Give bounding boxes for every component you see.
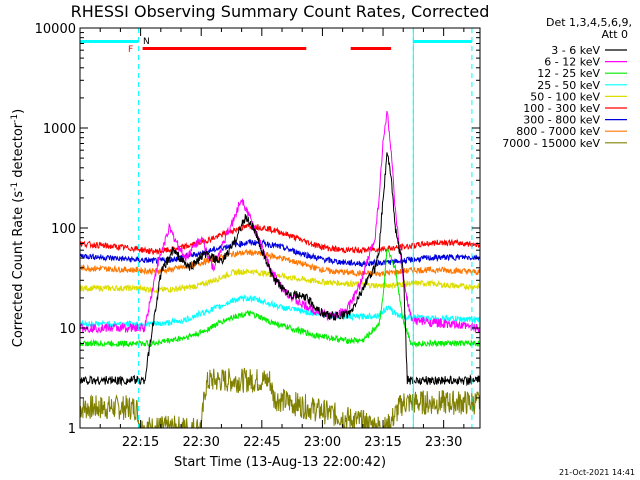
legend-label: 50 - 100 keV — [530, 90, 600, 103]
legend-label: 6 - 12 keV — [544, 56, 600, 69]
x-tick-label: 23:30 — [425, 435, 462, 450]
date-stamp: 21-Oct-2021 14:41 — [559, 468, 635, 477]
annotation-layer: NF — [80, 28, 473, 428]
y-axis-label-end: ) — [11, 109, 26, 114]
chart-title: RHESSI Observing Summary Count Rates, Co… — [71, 2, 490, 21]
night-marker-label: N — [143, 37, 150, 47]
flare-bar-1 — [350, 47, 392, 50]
x-tick-label: 22:45 — [243, 435, 280, 450]
tick-layer: 22:15 22:30 22:45 23:00 23:15 23:30 1 10 100 1000… — [35, 22, 480, 450]
y-tick-label: 1000 — [43, 122, 76, 137]
series-line-0 — [79, 152, 480, 387]
y-tick-label: 10 — [59, 322, 76, 337]
series-line-7 — [79, 248, 480, 278]
legend-label: 800 - 7000 keV — [516, 125, 600, 138]
series-layer — [79, 110, 480, 430]
legend-label: 300 - 800 keV — [523, 114, 600, 127]
y-tick-label: 100 — [51, 222, 76, 237]
night-bar-1 — [413, 40, 472, 43]
legend-label: 3 - 6 keV — [551, 44, 600, 57]
y-axis-label-sup2: -1 — [10, 114, 20, 123]
y-axis-label-main: Corrected Count Rate (s — [11, 191, 26, 348]
y-axis-label-sup1: -1 — [10, 182, 20, 191]
x-tick-label: 23:00 — [304, 435, 341, 450]
legend-label: 25 - 50 keV — [537, 79, 600, 92]
series-line-8 — [79, 367, 480, 430]
legend-header-line2: Att 0 — [602, 28, 628, 41]
y-axis-label: Corrected Count Rate (s-1 detector-1) — [10, 109, 26, 347]
legend-label: 12 - 25 keV — [537, 67, 600, 80]
series-line-1 — [79, 110, 480, 335]
x-tick-label: 22:30 — [182, 435, 219, 450]
x-tick-label: 22:15 — [122, 435, 159, 450]
y-tick-label: 10000 — [35, 22, 76, 37]
flare-marker-label: F — [128, 45, 133, 55]
series-line-2 — [79, 246, 480, 349]
series-line-5 — [79, 222, 480, 255]
night-bar-0 — [80, 40, 139, 43]
y-axis-label-mid: detector — [11, 122, 26, 182]
series-line-6 — [79, 238, 480, 268]
legend-label: 100 - 300 keV — [523, 102, 600, 115]
y-tick-label: 1 — [68, 422, 76, 437]
legend-label: 7000 - 15000 keV — [502, 137, 600, 150]
plot-frame — [79, 27, 481, 429]
flare-bar-0 — [142, 47, 307, 50]
x-axis-label: Start Time (13-Aug-13 22:00:42) — [174, 455, 386, 470]
x-tick-label: 23:15 — [364, 435, 401, 450]
legend-header-line1: Det 1,3,4,5,6,9, — [546, 16, 632, 29]
